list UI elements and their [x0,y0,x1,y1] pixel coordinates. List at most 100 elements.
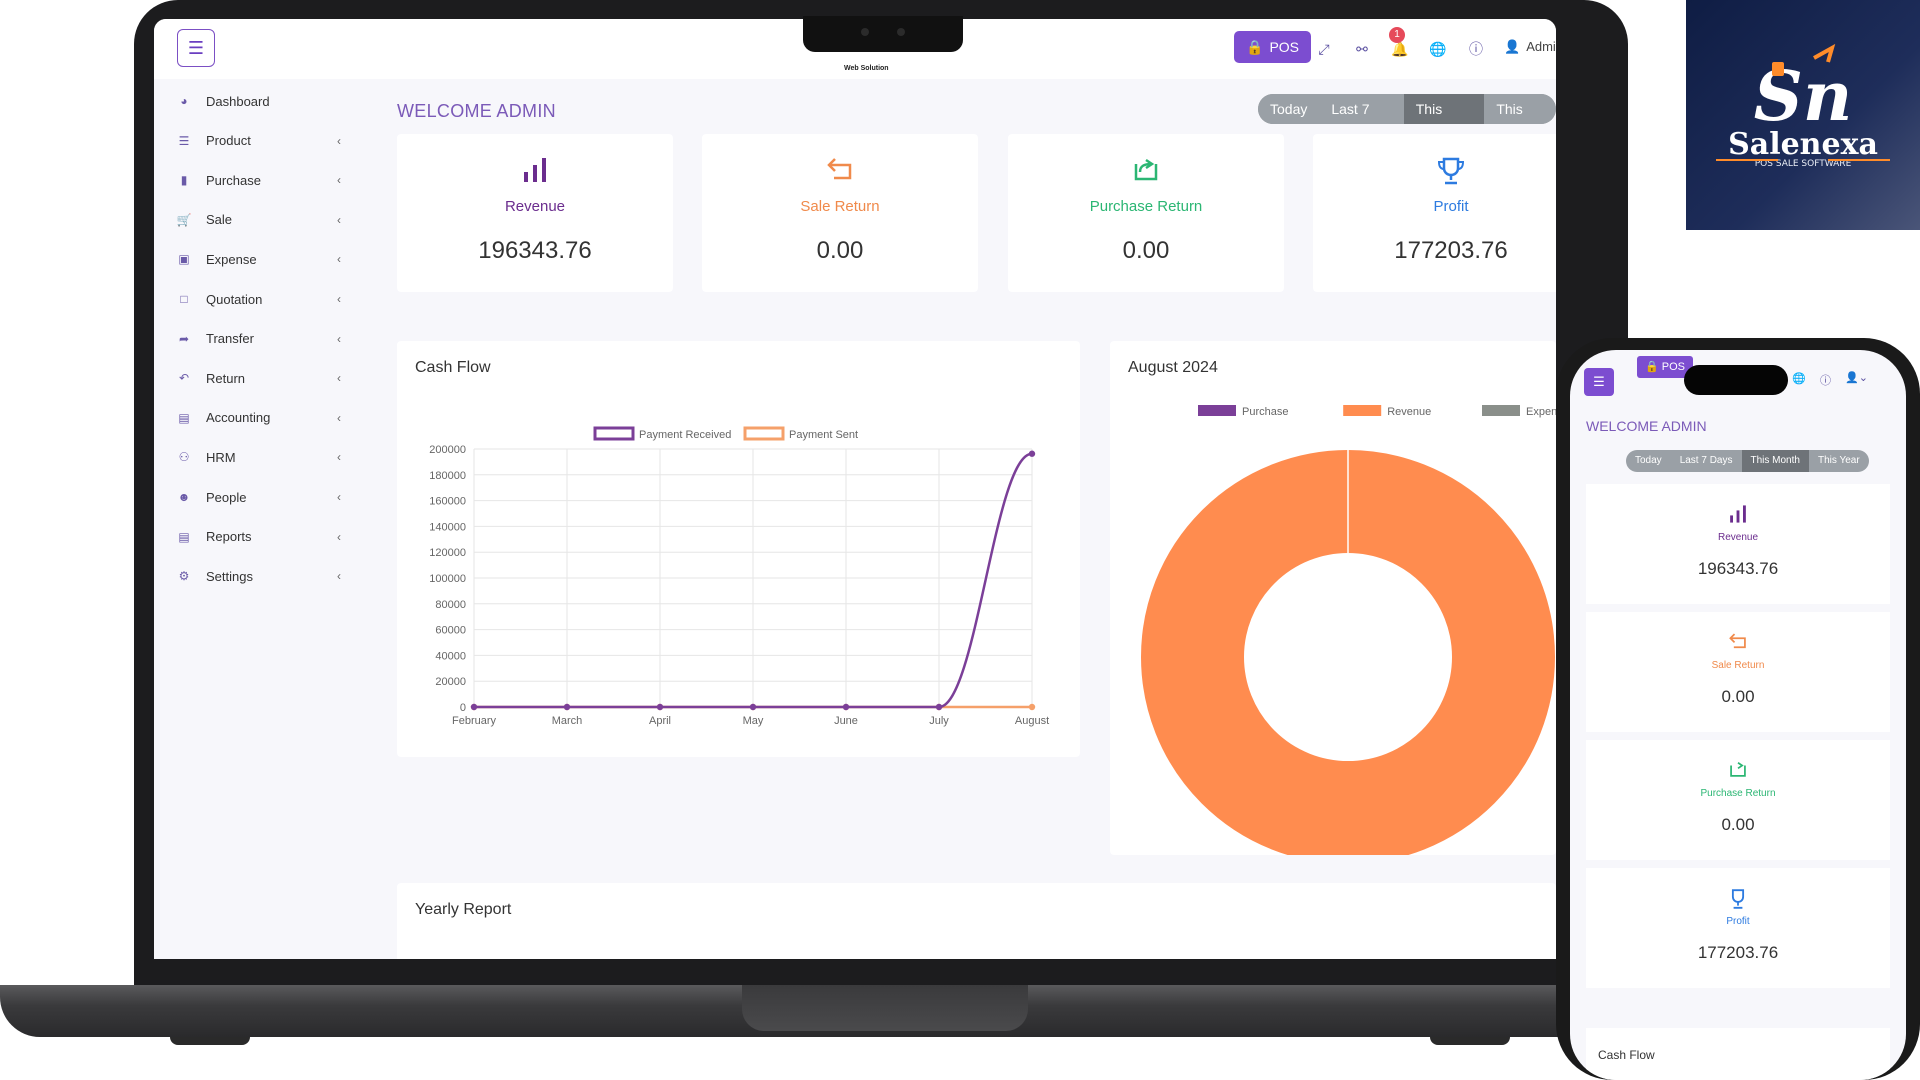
chevron-left-icon: ‹ [337,529,341,544]
phone-pos-button[interactable]: 🔒 POS [1637,356,1693,378]
range-last-7-days[interactable]: Last 7 Days [1319,94,1404,124]
sidebar-item-label: Settings [206,568,253,584]
sidebar-item-label: Expense [206,251,257,267]
data-point [749,703,757,711]
range-this-month[interactable]: This Month [1741,450,1809,472]
laptop-lip [742,985,1028,1031]
sidebar-item-settings[interactable]: ⚙ Settings ‹ [176,564,351,588]
range-today[interactable]: Today [1626,450,1671,472]
pos-button[interactable]: 🔒 POS [1234,31,1312,63]
data-point [842,703,850,711]
notification-badge: 1 [1389,27,1405,43]
legend-swatch [1198,405,1236,416]
card-value: 0.00 [816,237,864,264]
globe-icon[interactable]: 🌐 [1792,373,1806,385]
y-tick-label: 180000 [429,470,466,482]
bell-icon[interactable]: 🔔 [1391,41,1409,57]
cash-flow-panel: Cash Flow 200000 180000 160000 140000 120000… [397,341,1080,757]
card-value: 177203.76 [1697,943,1779,962]
sidebar-item-accounting[interactable]: ▤ Accounting ‹ [176,406,351,430]
sidebar-item-expense[interactable]: ▣ Expense ‹ [176,247,351,271]
y-tick-label: 160000 [429,496,466,508]
panel-title: Yearly Report [415,901,512,918]
x-tick-label: August [1015,715,1049,727]
chevron-left-icon: ‹ [337,331,341,346]
user-name: Admin [1526,39,1556,54]
card-label: Sale Return [1711,660,1765,671]
panel-title: August 2024 [1128,359,1218,376]
sale-return-card: Sale Return 0.00 [702,134,978,292]
sidebar-item-label: Dashboard [206,93,270,109]
user-menu[interactable]: 👤 Admin ⌄ [1504,39,1556,55]
sidebar-item-dashboard[interactable]: ◕ Dashboard [176,89,351,113]
logo-tagline: POS SALE SOFTWARE [1755,159,1852,169]
legend-label: Payment Received [639,429,731,441]
logo-name: Salenexa [1728,127,1878,162]
sidebar-item-label: Purchase [206,172,261,188]
chevron-left-icon: ‹ [337,490,341,504]
range-last-7-days[interactable]: Last 7 Days [1670,450,1742,472]
range-this-month[interactable]: This Month [1403,94,1485,124]
y-tick-label: 140000 [429,521,466,533]
sidebar-item-return[interactable]: ↶ Return ‹ [176,366,351,390]
card-label: Profit [1726,916,1750,927]
user-icon: ☻ [177,490,191,504]
document-icon: □ [180,292,188,306]
user-icon: 👤 [1504,39,1521,54]
card-value: 0.00 [1721,687,1755,706]
data-point [1028,703,1036,711]
fullscreen-icon[interactable]: ⤢ [1318,41,1330,57]
user-icon[interactable]: 👤⌄ [1845,372,1868,384]
sidebar-item-purchase[interactable]: ▮ Purchase ‹ [176,168,351,192]
return-arrow-icon [702,156,978,188]
card-value: 196343.76 [478,237,592,264]
x-tick-label: July [929,715,949,727]
legend-label: Expense [1526,406,1556,418]
range-this-year[interactable]: This Year [1484,94,1556,124]
sidebar-item-product[interactable]: ☰ Product ‹ [176,129,351,153]
sidebar-item-hrm[interactable]: ⚇ HRM ‹ [176,445,351,469]
sidebar-item-sale[interactable]: 🛒 Sale ‹ [176,208,351,232]
data-point [563,703,571,711]
menu-toggle-button[interactable]: ☰ [177,29,215,67]
phone-date-range-selector: Today Last 7 Days This Month This Year [1626,450,1869,472]
data-point [1028,450,1036,457]
revenue-card: Revenue 196343.76 [397,134,673,292]
y-tick-label: 20000 [435,676,466,688]
cash-flow-chart: 2000001800001600001400001200001000008000… [429,426,1049,727]
range-today[interactable]: Today [1258,94,1320,124]
profit-card: Profit 177203.76 [1313,134,1556,292]
phone-menu-button[interactable]: ☰ [1584,368,1614,396]
file-icon: ▤ [178,529,190,544]
logo-bag [1772,62,1784,76]
pos-label: POS [1661,361,1685,373]
globe-icon[interactable]: 🌐 [1429,41,1447,57]
bag-icon: 🔒 [1246,38,1264,55]
laptop-foot [1430,1037,1510,1045]
phone-stat-card: Sale Return 0.00 [1586,612,1890,732]
phone-screen: ☰ 🔒 POS 🌐 ⓘ 👤⌄ WELCOME ADMIN Today Last … [1570,350,1906,1080]
legend-swatch [593,426,635,441]
purchase-return-icon [1586,760,1890,784]
bar-chart-icon [397,156,673,188]
y-tick-label: 80000 [435,599,466,611]
data-point [470,703,478,711]
sidebar-item-quotation[interactable]: □ Quotation ‹ [176,287,351,311]
legend-label: Purchase [1242,406,1288,418]
basket-icon[interactable]: ⚯ [1356,41,1368,57]
return-arrow-icon [1586,632,1890,656]
phone-stat-card: Profit 177203.76 [1586,868,1890,988]
sidebar-item-people[interactable]: ☻ People ‹ [176,485,351,509]
range-this-year[interactable]: This Year [1808,450,1869,472]
yearly-report-panel: Yearly Report [397,883,1556,959]
card-label: Revenue [504,198,566,215]
sidebar-item-reports[interactable]: ▤ Reports ‹ [176,525,351,549]
info-icon[interactable]: ⓘ [1820,375,1831,387]
pos-label: POS [1269,39,1300,55]
sidebar-item-transfer[interactable]: ➦ Transfer ‹ [176,327,351,351]
info-icon[interactable]: ⓘ [1469,41,1483,57]
card-icon: ▮ [180,173,188,188]
card-label: Purchase Return [1089,198,1203,215]
sidebar-item-label: People [206,489,247,505]
y-tick-label: 120000 [429,547,466,559]
